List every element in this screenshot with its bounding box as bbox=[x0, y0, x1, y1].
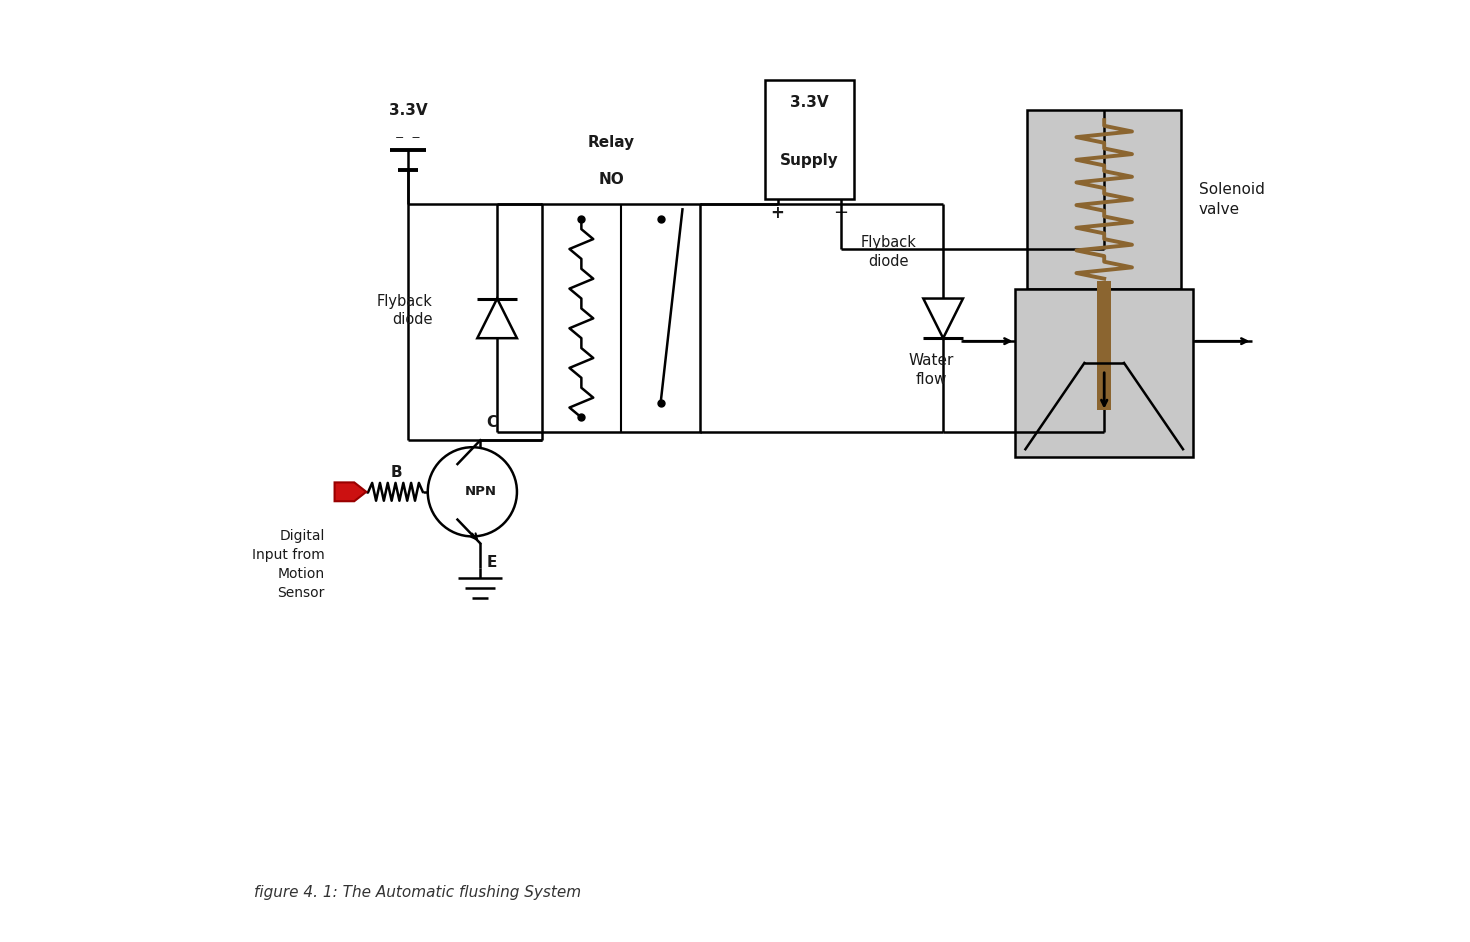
Text: C: C bbox=[487, 415, 498, 430]
Text: Digital
Input from
Motion
Sensor: Digital Input from Motion Sensor bbox=[251, 529, 325, 600]
Polygon shape bbox=[923, 299, 963, 338]
Text: Relay: Relay bbox=[588, 135, 635, 150]
Text: +: + bbox=[770, 204, 785, 222]
Text: 3.3V: 3.3V bbox=[789, 95, 829, 110]
Text: Flyback
diode: Flyback diode bbox=[861, 236, 917, 268]
Text: figure 4. 1: The Automatic flushing System: figure 4. 1: The Automatic flushing Syst… bbox=[254, 885, 582, 901]
Text: NO: NO bbox=[598, 171, 623, 187]
Bar bbox=[764, 80, 854, 200]
Text: Solenoid
valve: Solenoid valve bbox=[1200, 183, 1264, 217]
Text: B: B bbox=[390, 465, 401, 479]
Bar bbox=[542, 204, 700, 432]
Text: Water
flow: Water flow bbox=[908, 353, 954, 387]
Polygon shape bbox=[478, 299, 517, 338]
Bar bbox=[1097, 281, 1111, 410]
Bar bbox=[1028, 110, 1180, 288]
Bar bbox=[1016, 288, 1194, 457]
Text: 3.3V: 3.3V bbox=[388, 104, 428, 118]
Circle shape bbox=[428, 447, 517, 536]
Text: Flyback
diode: Flyback diode bbox=[376, 294, 432, 327]
Text: −: − bbox=[833, 204, 848, 222]
Polygon shape bbox=[335, 482, 366, 501]
Text: −  −: − − bbox=[395, 133, 420, 143]
Text: E: E bbox=[487, 555, 497, 570]
Text: NPN: NPN bbox=[465, 485, 497, 498]
Text: Supply: Supply bbox=[781, 153, 839, 168]
